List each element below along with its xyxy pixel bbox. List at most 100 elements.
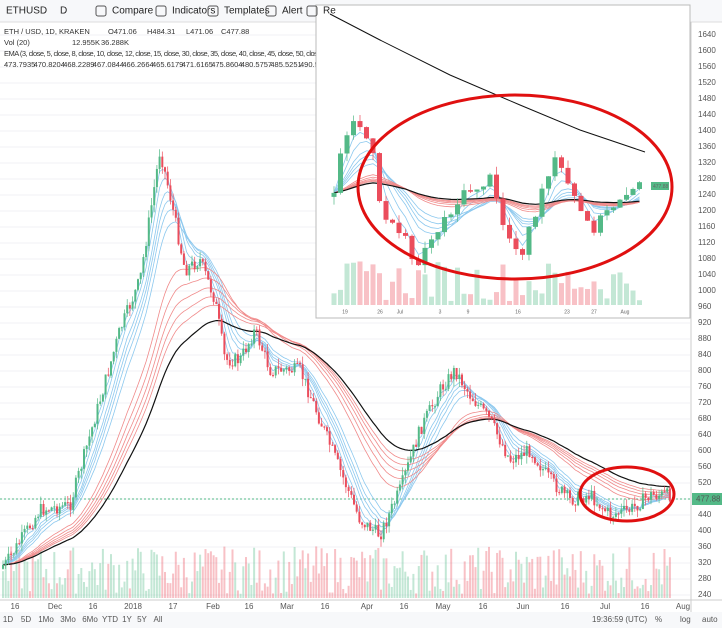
candle-body [323,426,326,428]
range-button[interactable]: 6Mo [82,615,98,624]
price-label: 1040 [698,270,716,279]
candle-body [512,461,515,463]
candle-body [525,445,528,456]
candle-body [334,445,337,453]
ohlc-value: C477.88 [221,27,249,36]
candle-body [552,474,555,479]
volume-bar [544,575,547,598]
candle-body [434,406,436,408]
volume-bar [563,574,566,598]
toolbar-button[interactable]: Indicators [172,6,215,17]
candle-body [15,543,18,554]
volume-bar [604,298,610,305]
ema-line [2,320,671,566]
candle-body [539,188,545,217]
candle-body [80,468,83,471]
volume-bar [188,593,191,598]
candle-body [328,431,331,445]
volume-bar [326,553,328,598]
volume-bar [509,569,512,598]
ema-value: 465.6179 [152,60,183,69]
candle-body [377,153,382,202]
volume-bar [482,570,485,598]
candle-body [569,490,571,498]
range-button[interactable]: 3Mo [60,615,76,624]
candle-body [477,404,480,406]
toolbar-button[interactable]: Re [323,6,336,17]
time-label: 16 [561,602,570,611]
volume-bar [611,274,616,305]
candle-body [110,361,112,376]
volume-bar [139,551,142,598]
volume-bar [490,571,493,598]
candle-body [191,261,193,266]
candle-body [99,401,102,404]
volume-bar [420,554,423,598]
candle-body [272,375,274,377]
candle-body [142,257,145,273]
candle-body [625,505,628,510]
candle-body [429,239,434,248]
volume-bar [323,566,326,598]
volume-bar [652,552,655,598]
candle-body [559,157,564,168]
volume-bar [338,289,343,305]
ema-line [333,180,640,207]
candle-body [253,329,256,344]
candle-body [10,553,13,555]
interval[interactable]: D [60,6,67,17]
price-label: 800 [698,366,712,375]
toolbar-button[interactable]: Compare [112,6,154,17]
candle-body [504,445,507,457]
volume-bar [361,551,364,598]
candle-body [290,370,293,373]
candle-body [331,444,334,446]
scale-option[interactable]: auto [702,615,718,624]
candle-body [590,490,593,499]
ema-value: 475.8604 [211,60,242,69]
volume-bar [37,559,40,598]
volume-bar [644,578,647,598]
volume-bar [45,568,48,598]
volume-bar [370,264,376,305]
candle-body [466,389,469,392]
range-button[interactable]: 5D [21,615,31,624]
volume-bar [331,592,334,598]
range-button[interactable]: 1D [3,615,13,624]
candle-body [85,445,88,450]
candle-body [630,188,636,195]
volume-bar [500,264,506,305]
volume-bar [390,586,393,598]
candle-body [193,261,196,270]
range-button[interactable]: YTD [102,615,118,624]
volume-bar [429,296,434,305]
scale-option[interactable]: log [680,615,691,624]
volume-bar [193,552,196,598]
toolbar-button[interactable]: Alert [282,6,303,17]
price-label: 280 [698,574,712,583]
candle-body [517,454,520,460]
candle-body [628,509,631,512]
range-button[interactable]: 1Y [122,615,132,624]
candle-body [366,522,369,528]
volume-bar [83,582,85,598]
candle-body [587,496,590,499]
range-button[interactable]: 5Y [137,615,147,624]
volume-bar [10,546,13,598]
symbol[interactable]: ETHUSD [6,6,47,17]
range-button[interactable]: 1Mo [38,615,54,624]
candle-body [315,401,318,413]
toolbar-button[interactable]: Templates [224,6,270,17]
scale-option[interactable]: % [655,615,662,624]
candle-body [234,354,237,367]
candle-body [500,198,506,225]
candle-body [490,416,493,419]
range-button[interactable]: All [154,615,163,624]
volume-bar [533,290,538,305]
volume-bar [496,552,499,598]
candle-body [555,478,558,493]
clock: 19:36:59 (UTC) [592,615,647,624]
candle-body [431,405,434,407]
candle-body [42,503,45,515]
candle-body [363,524,366,528]
